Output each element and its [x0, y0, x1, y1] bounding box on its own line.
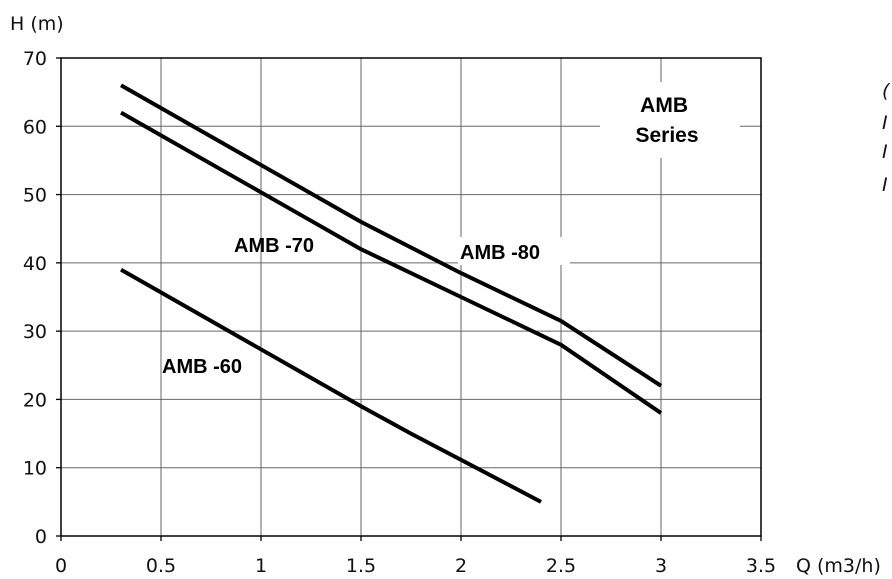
- chart-title: AMB Series: [635, 94, 698, 147]
- x-axis-title: Q (m3/h): [796, 555, 881, 577]
- series-line-amb-70: [120, 110, 663, 415]
- series-title-background: [600, 82, 740, 158]
- x-tick-label: 3: [655, 555, 667, 577]
- x-tick-label: 2: [455, 555, 467, 577]
- x-tick-label: 0.5: [146, 555, 176, 577]
- series-label-amb-70: AMB -70: [234, 235, 314, 257]
- y-tick-label: 40: [23, 253, 47, 275]
- x-tick-label: 2.5: [546, 555, 576, 577]
- label-background-amb-80: [458, 237, 570, 265]
- axis-ticks: 0 0.5 1 1.5 2 2.5 3 3.5 0 10 20 30 40 50 60 70: [23, 48, 776, 577]
- chart-title-line-1: AMB: [640, 94, 688, 117]
- x-tick-label: 3.5: [746, 555, 776, 577]
- y-tick-label: 10: [23, 458, 47, 480]
- x-tick-label: 1.5: [346, 555, 376, 577]
- series-lines: [120, 83, 663, 504]
- side-text-4: I: [882, 174, 888, 196]
- series-line-amb-80: [120, 83, 663, 388]
- y-tick-label: 50: [23, 185, 47, 207]
- y-tick-label: 20: [23, 389, 47, 411]
- y-tick-label: 60: [23, 116, 47, 138]
- x-tick-label: 0: [55, 555, 67, 577]
- side-text-3: I: [882, 141, 888, 163]
- side-text-2: I: [882, 112, 888, 134]
- y-tick-label: 0: [35, 526, 47, 548]
- side-text-1: (: [882, 80, 891, 102]
- series-label-amb-80: AMB -80: [460, 242, 540, 264]
- plot-area-frame: [60, 57, 762, 537]
- series-label-amb-60: AMB -60: [162, 356, 242, 378]
- y-axis-title: H (m): [10, 13, 64, 35]
- y-tick-label: 70: [23, 48, 47, 70]
- chart-title-line-2: Series: [635, 124, 698, 147]
- series-line-amb-60: [120, 267, 542, 504]
- x-tick-label: 1: [255, 555, 267, 577]
- y-tick-label: 30: [23, 321, 47, 343]
